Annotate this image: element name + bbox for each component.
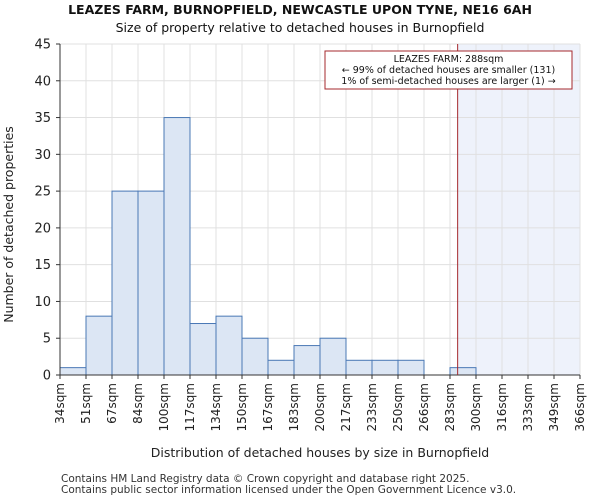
bar	[85, 315, 113, 376]
y-tick-label: 15	[34, 258, 51, 273]
x-tick-label: 366sqm	[573, 383, 587, 431]
x-tick-label: 283sqm	[443, 383, 457, 431]
x-tick-label: 67sqm	[105, 383, 119, 424]
y-tick-label: 30	[34, 148, 51, 163]
bar	[189, 323, 217, 376]
bar	[267, 359, 295, 376]
bar	[137, 190, 165, 376]
x-tick-label: 316sqm	[495, 383, 509, 431]
x-tick-label: 266sqm	[417, 383, 431, 431]
x-tick-label: 51sqm	[79, 383, 93, 424]
x-tick-label: 250sqm	[391, 383, 405, 431]
highlight-region	[457, 44, 580, 375]
x-tick-label: 233sqm	[365, 383, 379, 431]
x-tick-label: 100sqm	[157, 383, 171, 431]
bar	[449, 367, 477, 376]
x-tick-label: 34sqm	[53, 383, 67, 424]
y-tick-label: 0	[43, 369, 51, 384]
x-tick-label: 183sqm	[287, 383, 301, 431]
bar	[163, 117, 191, 376]
chart-title: LEAZES FARM, BURNOPFIELD, NEWCASTLE UPON…	[68, 2, 532, 17]
bar	[293, 345, 321, 376]
bar	[397, 359, 425, 376]
bar	[59, 367, 87, 376]
y-tick-label: 35	[34, 111, 51, 126]
x-tick-label: 150sqm	[235, 383, 249, 431]
y-tick-label: 20	[34, 221, 51, 236]
annotation-line: ← 99% of detached houses are smaller (13…	[342, 65, 555, 76]
annotation-line: LEAZES FARM: 288sqm	[394, 54, 504, 65]
chart-subtitle: Size of property relative to detached ho…	[115, 20, 485, 35]
x-tick-label: 217sqm	[339, 383, 353, 431]
footer-licence: Contains public sector information licen…	[61, 484, 517, 496]
x-tick-label: 349sqm	[547, 383, 561, 431]
x-tick-label: 84sqm	[131, 383, 145, 424]
y-tick-label: 25	[34, 185, 51, 200]
y-tick-label: 40	[34, 74, 51, 89]
bar	[345, 359, 373, 376]
x-tick-label: 300sqm	[469, 383, 483, 431]
x-axis-title: Distribution of detached houses by size …	[151, 445, 489, 460]
annotation-line: 1% of semi-detached houses are larger (1…	[341, 76, 555, 87]
footer-copyright: Contains HM Land Registry data © Crown c…	[61, 473, 470, 485]
y-tick-label: 5	[43, 332, 51, 347]
y-tick-label: 10	[34, 295, 51, 310]
bar	[215, 315, 243, 376]
bar	[371, 359, 399, 376]
y-axis-title: Number of detached properties	[1, 126, 16, 323]
bar	[111, 190, 139, 376]
bar	[241, 337, 269, 376]
annotation-box	[324, 50, 573, 90]
y-tick-label: 45	[34, 38, 51, 53]
x-tick-label: 333sqm	[521, 383, 535, 431]
x-tick-label: 167sqm	[261, 383, 275, 431]
x-tick-label: 117sqm	[183, 383, 197, 431]
x-tick-label: 200sqm	[313, 383, 327, 431]
bar	[319, 337, 347, 376]
x-tick-label: 134sqm	[209, 383, 223, 431]
